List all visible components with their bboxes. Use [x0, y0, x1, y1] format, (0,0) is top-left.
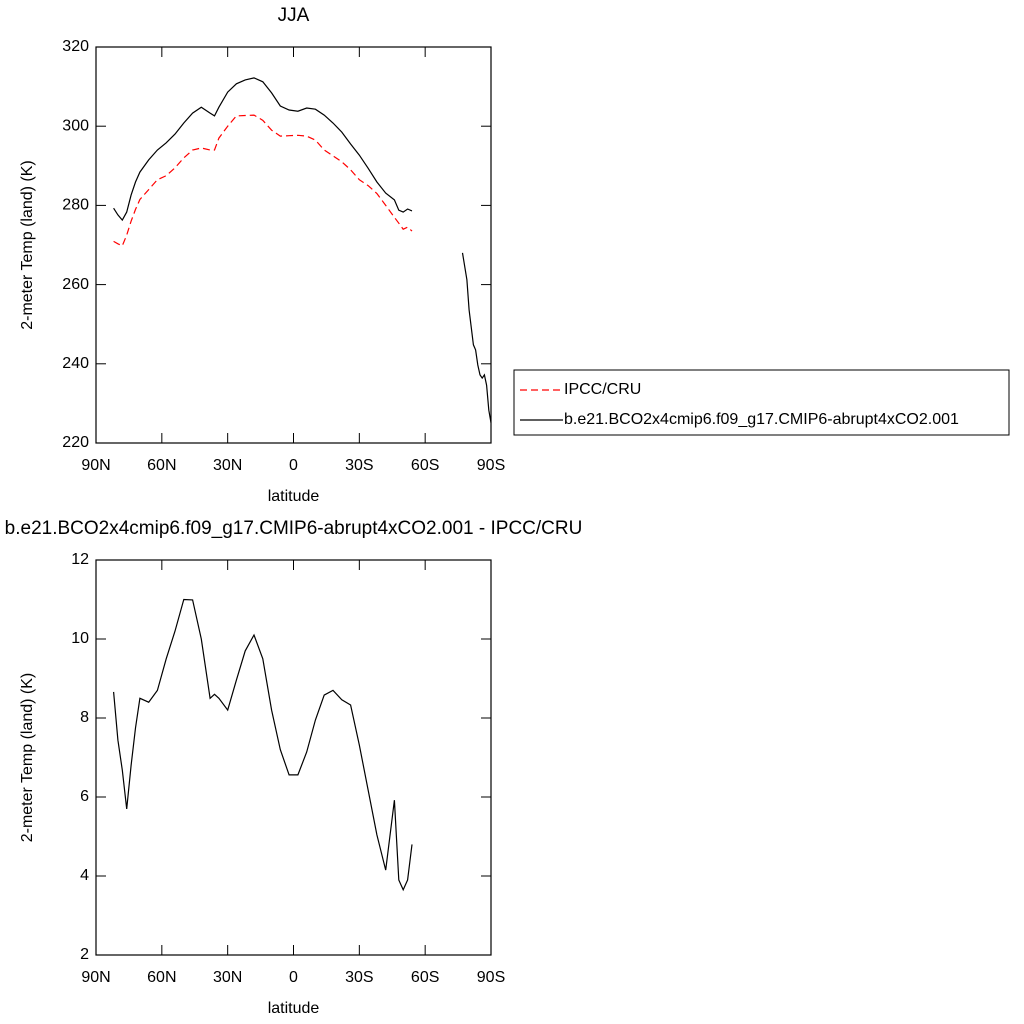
y-tick-label: 260 [62, 276, 89, 293]
y-tick-label: 12 [71, 551, 89, 568]
x-tick-label: 60S [411, 969, 439, 986]
legend-label: b.e21.BCO2x4cmip6.f09_g17.CMIP6-abrupt4x… [564, 411, 959, 428]
x-tick-label: 90N [81, 969, 110, 986]
x-tick-label: 30S [345, 969, 373, 986]
y-tick-label: 6 [80, 788, 89, 805]
x-tick-label: 90S [477, 969, 505, 986]
x-tick-label: 60N [147, 457, 176, 474]
data-line [113, 598, 413, 892]
y-tick-label: 240 [62, 355, 89, 372]
y-tick-label: 220 [62, 434, 89, 451]
x-tick-label: 30S [345, 457, 373, 474]
y-axis-label: 2-meter Temp (land) (K) [19, 160, 36, 330]
data-line [113, 114, 413, 247]
x-tick-label: 0 [289, 457, 298, 474]
y-tick-label: 8 [80, 709, 89, 726]
x-axis-label: latitude [268, 488, 320, 505]
y-tick-label: 2 [80, 946, 89, 963]
x-tick-label: 60N [147, 969, 176, 986]
y-tick-label: 280 [62, 197, 89, 214]
x-tick-label: 60S [411, 457, 439, 474]
y-tick-label: 4 [80, 867, 89, 884]
x-tick-label: 0 [289, 969, 298, 986]
plot-frame [95, 46, 492, 444]
data-line [113, 77, 492, 423]
y-tick-label: 300 [62, 117, 89, 134]
x-tick-label: 90N [81, 457, 110, 474]
y-axis-label: 2-meter Temp (land) (K) [19, 673, 36, 843]
chart-title: b.e21.BCO2x4cmip6.f09_g17.CMIP6-abrupt4x… [5, 518, 583, 539]
y-tick-label: 320 [62, 38, 89, 55]
legend-label: IPCC/CRU [564, 381, 641, 398]
plot-frame [95, 559, 492, 956]
x-tick-label: 90S [477, 457, 505, 474]
x-tick-label: 30N [213, 457, 242, 474]
chart-title: JJA [278, 5, 310, 26]
legend-box [513, 369, 1010, 436]
y-tick-label: 10 [71, 630, 89, 647]
x-tick-label: 30N [213, 969, 242, 986]
x-axis-label: latitude [268, 1000, 320, 1017]
